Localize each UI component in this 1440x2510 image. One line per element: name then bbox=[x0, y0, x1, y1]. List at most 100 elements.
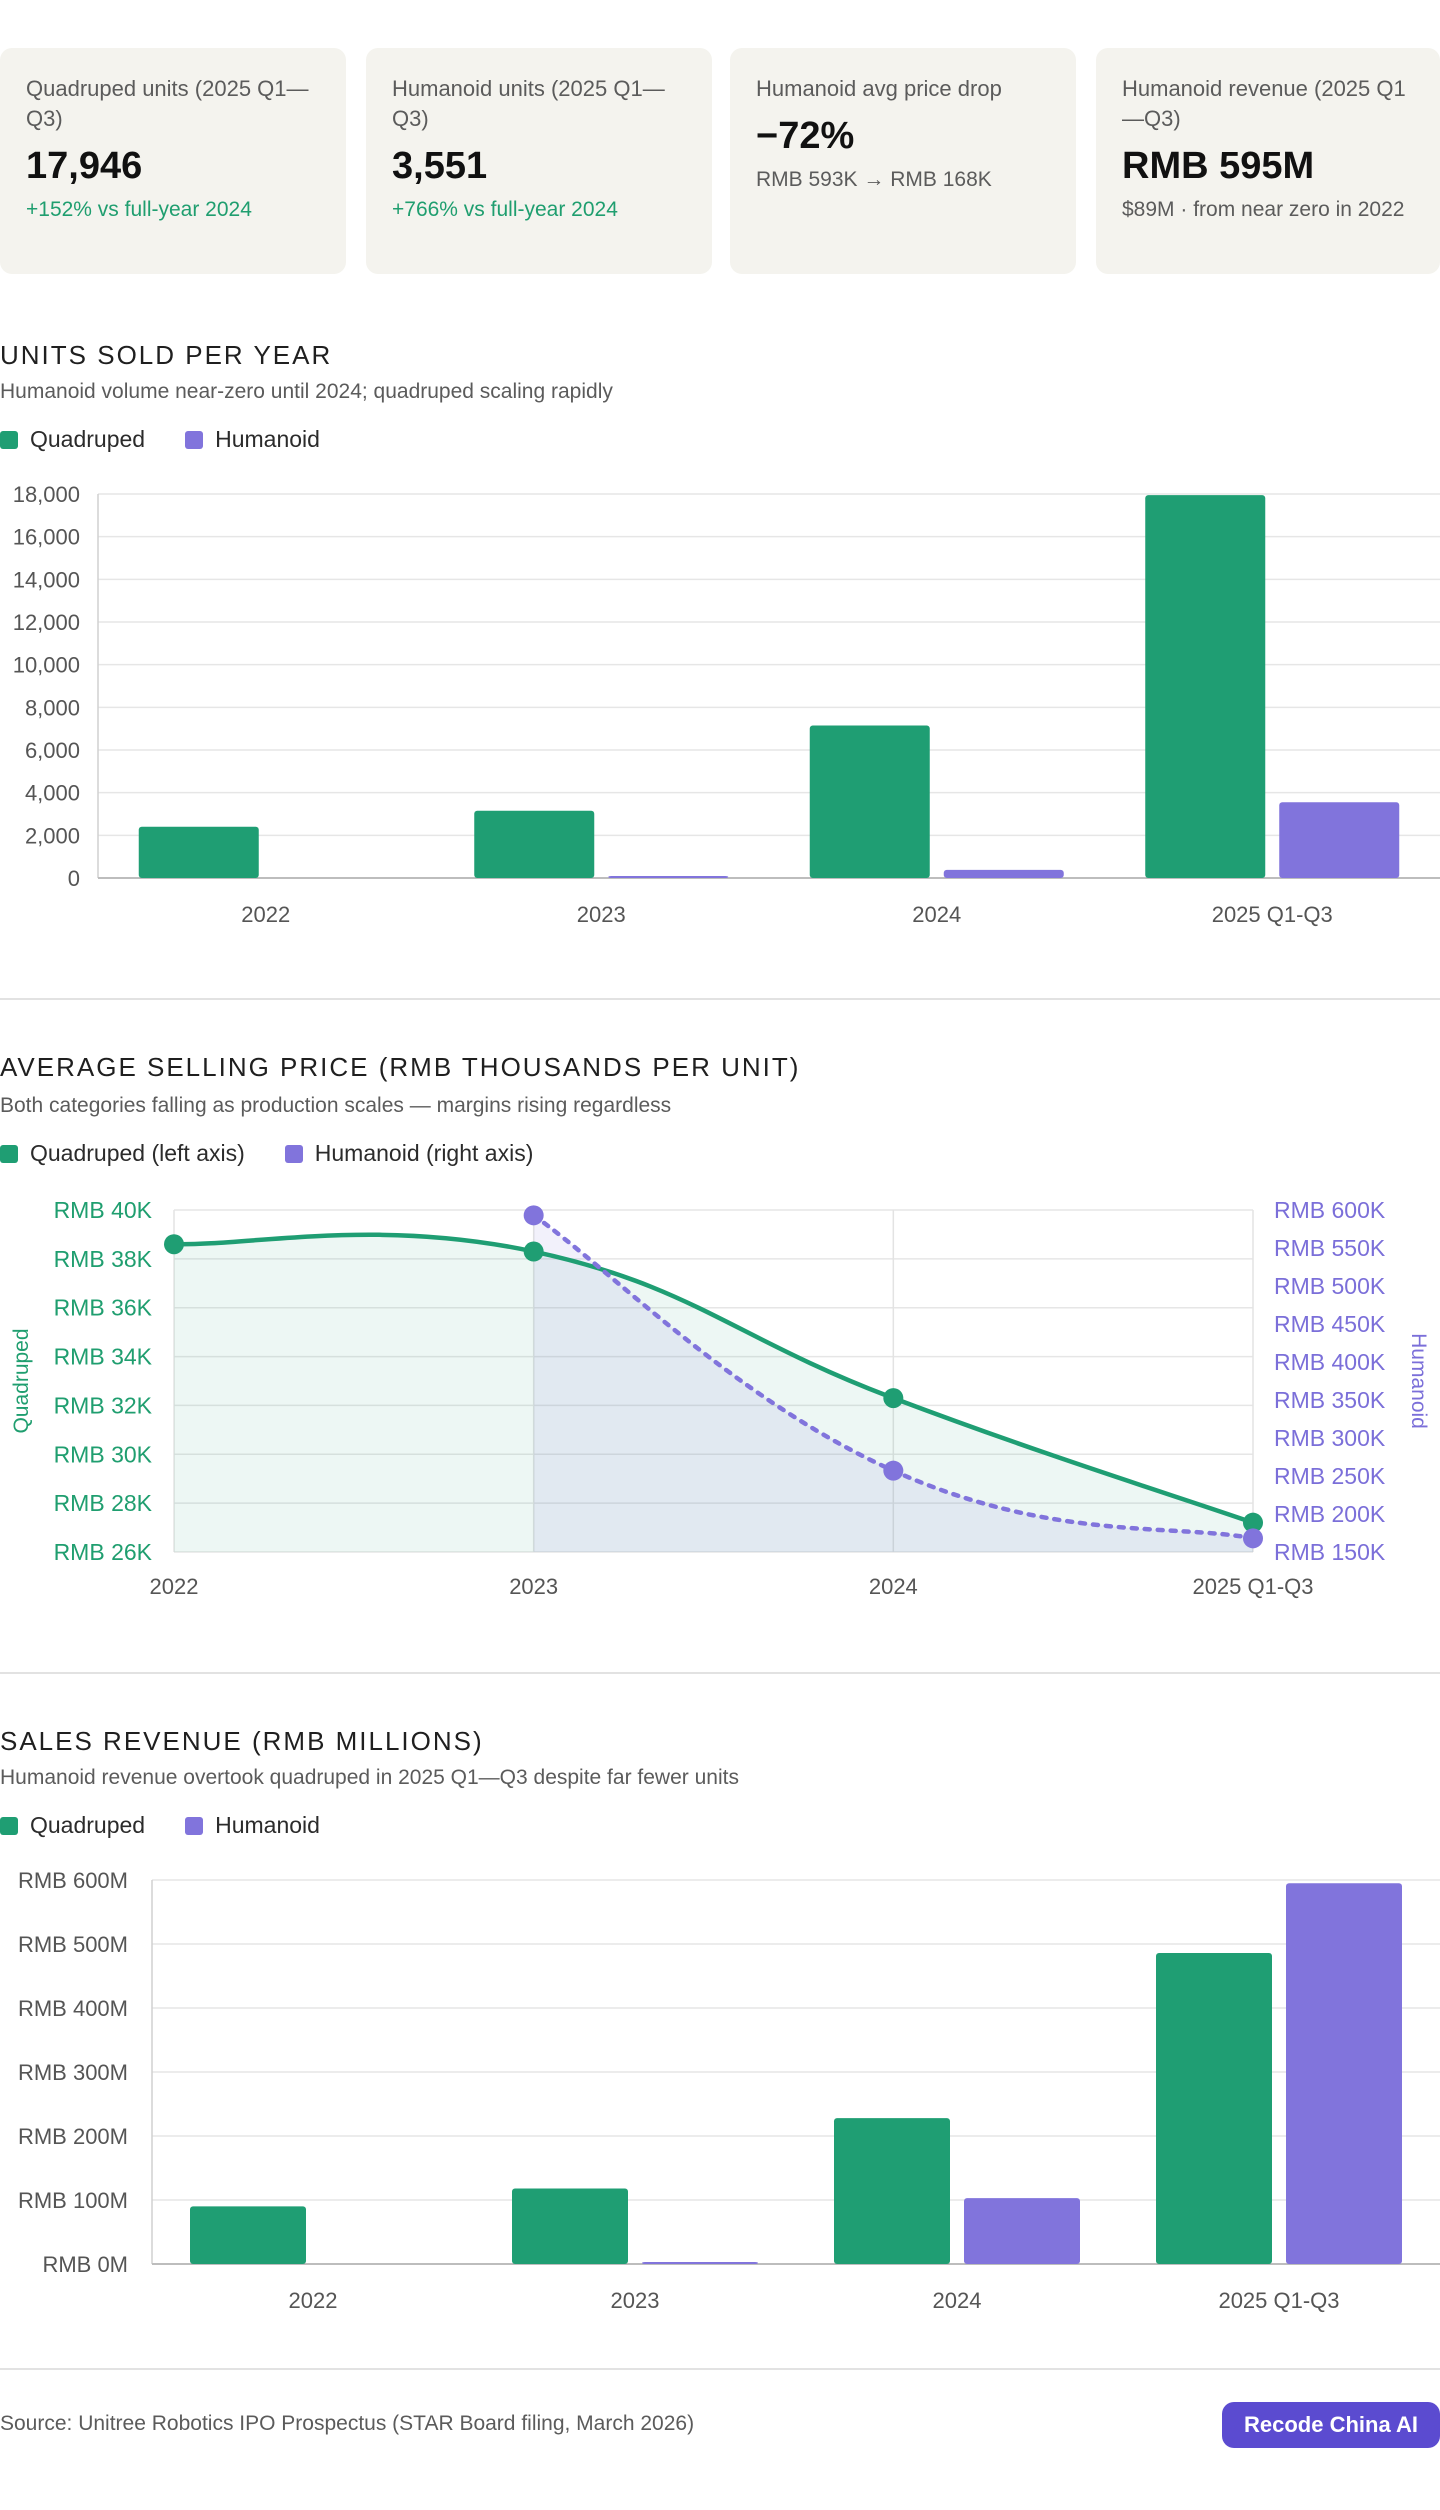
x-tick-label: 2024 bbox=[869, 1574, 918, 1599]
bar-quadruped-2022 bbox=[190, 2206, 306, 2264]
legend-item-quadruped: Quadruped bbox=[0, 1812, 145, 1839]
revenue-legend: Quadruped Humanoid bbox=[0, 1812, 320, 1839]
y-tick-label: 4,000 bbox=[25, 781, 80, 806]
y-tick-label: 18,000 bbox=[13, 482, 80, 507]
legend-label: Quadruped bbox=[30, 1812, 146, 1838]
section-divider bbox=[0, 998, 1440, 1000]
x-tick-label: 2025 Q1-Q3 bbox=[1212, 902, 1333, 927]
y-tick-label-right: RMB 150K bbox=[1274, 1539, 1386, 1565]
revenue-bar-chart: RMB 0M RMB 100M RMB 200M RMB 300M RMB 400M RM… bbox=[18, 1868, 1440, 2313]
brand-badge[interactable]: Recode China AI bbox=[1222, 2402, 1440, 2448]
y-tick-label-left: RMB 40K bbox=[54, 1197, 153, 1223]
kpi-card-quadruped-units: Quadruped units (2025 Q1—Q3) 17,946 +152… bbox=[0, 48, 346, 274]
y-tick-label-right: RMB 550K bbox=[1274, 1235, 1386, 1261]
legend-swatch-quadruped bbox=[0, 1816, 18, 1835]
x-tick-label: 2025 Q1-Q3 bbox=[1192, 1574, 1313, 1599]
kpi-label: Humanoid avg price drop bbox=[756, 76, 1002, 101]
kpi-card-humanoid-price-drop: Humanoid avg price drop −72% RMB 593K → … bbox=[730, 48, 1076, 274]
legend-item-humanoid: Humanoid bbox=[185, 426, 320, 453]
kpi-label: Humanoid revenue (2025 Q1—Q3) bbox=[1122, 76, 1406, 131]
y-tick-label: 10,000 bbox=[13, 653, 80, 678]
y-tick-label: 14,000 bbox=[13, 567, 80, 592]
point-humanoid-2024 bbox=[883, 1460, 904, 1481]
bar-humanoid-2025-q1-q3 bbox=[1279, 802, 1400, 878]
legend-label: Humanoid bbox=[215, 426, 320, 452]
bar-humanoid-2023 bbox=[642, 2262, 758, 2264]
kpi-card-humanoid-revenue: Humanoid revenue (2025 Q1—Q3) RMB 595M $… bbox=[1096, 48, 1440, 274]
x-tick-label: 2022 bbox=[241, 902, 290, 927]
bar-humanoid-2025-q1-q3 bbox=[1286, 1883, 1402, 2264]
legend-swatch-quadruped bbox=[0, 430, 18, 449]
y-tick-label: RMB 0M bbox=[42, 2252, 128, 2277]
y-tick-label-right: RMB 200K bbox=[1274, 1501, 1386, 1527]
legend-item-quadruped: Quadruped bbox=[0, 426, 145, 453]
y-axis-title-left: Quadruped bbox=[10, 1328, 33, 1433]
legend-swatch-humanoid bbox=[284, 1144, 303, 1163]
y-tick-label-right: RMB 450K bbox=[1274, 1311, 1386, 1337]
kpi-cards: Quadruped units (2025 Q1—Q3) 17,946 +152… bbox=[0, 48, 1440, 274]
section-divider bbox=[0, 1672, 1440, 1674]
x-tick-label: 2024 bbox=[912, 902, 961, 927]
y-tick-label-right: RMB 400K bbox=[1274, 1349, 1386, 1375]
y-tick-label-right: RMB 600K bbox=[1274, 1197, 1386, 1223]
revenue-title: SALES REVENUE (RMB MILLIONS) bbox=[0, 1726, 484, 1756]
point-humanoid-2023 bbox=[523, 1205, 544, 1226]
kpi-sub: +766% vs full-year 2024 bbox=[392, 198, 618, 221]
bar-humanoid-2024 bbox=[964, 2198, 1080, 2264]
bar-quadruped-2025-q1-q3 bbox=[1156, 1952, 1272, 2264]
kpi-value: 3,551 bbox=[392, 145, 488, 187]
bar-quadruped-2023 bbox=[512, 2188, 628, 2264]
bar-humanoid-2023 bbox=[608, 876, 729, 878]
legend-label: Quadruped (left axis) bbox=[30, 1140, 245, 1166]
y-tick-label: 0 bbox=[68, 866, 80, 891]
y-tick-label-left: RMB 34K bbox=[54, 1344, 153, 1370]
x-tick-label: 2023 bbox=[611, 2288, 660, 2313]
y-tick-label-left: RMB 30K bbox=[54, 1441, 153, 1467]
units-legend: Quadruped Humanoid bbox=[0, 426, 320, 453]
legend-item-humanoid: Humanoid (right axis) bbox=[284, 1140, 534, 1167]
point-humanoid-2025-q1-q3 bbox=[1243, 1528, 1263, 1549]
kpi-value: −72% bbox=[756, 115, 855, 157]
area-humanoid bbox=[533, 1215, 1253, 1552]
kpi-sub: RMB 593K → RMB 168K bbox=[756, 168, 992, 191]
kpi-value: 17,946 bbox=[26, 145, 143, 187]
kpi-card-humanoid-units: Humanoid units (2025 Q1—Q3) 3,551 +766% … bbox=[366, 48, 712, 274]
source-note: Source: Unitree Robotics IPO Prospectus … bbox=[0, 2412, 695, 2435]
y-tick-label: 16,000 bbox=[13, 525, 80, 550]
y-tick-label-right: RMB 250K bbox=[1274, 1463, 1386, 1489]
x-tick-label: 2022 bbox=[289, 2288, 338, 2313]
legend-label: Humanoid bbox=[215, 1812, 320, 1838]
x-tick-label: 2022 bbox=[150, 1574, 199, 1599]
kpi-sub: +152% vs full-year 2024 bbox=[26, 198, 252, 221]
y-tick-label-left: RMB 38K bbox=[54, 1246, 153, 1272]
units-title: UNITS SOLD PER YEAR bbox=[0, 340, 333, 370]
point-quadruped-2022 bbox=[164, 1234, 184, 1255]
y-tick-label: 6,000 bbox=[25, 738, 80, 763]
y-tick-label: 8,000 bbox=[25, 695, 80, 720]
kpi-sub: $89M · from near zero in 2022 bbox=[1122, 198, 1405, 221]
y-tick-label: RMB 500M bbox=[18, 1932, 128, 1957]
y-tick-label-right: RMB 350K bbox=[1274, 1387, 1386, 1413]
kpi-label: Humanoid units (2025 Q1—Q3) bbox=[392, 76, 665, 131]
y-tick-label-left: RMB 36K bbox=[54, 1295, 153, 1321]
legend-item-humanoid: Humanoid bbox=[185, 1812, 320, 1839]
bar-quadruped-2022 bbox=[138, 826, 259, 878]
bar-quadruped-2024 bbox=[834, 2118, 950, 2264]
legend-swatch-humanoid bbox=[185, 1816, 204, 1835]
section-divider bbox=[0, 2368, 1440, 2370]
y-tick-label: RMB 300M bbox=[18, 2060, 128, 2085]
asp-subtitle: Both categories falling as production sc… bbox=[0, 1094, 672, 1117]
legend-item-quadruped: Quadruped (left axis) bbox=[0, 1140, 245, 1167]
asp-legend: Quadruped (left axis) Humanoid (right ax… bbox=[0, 1140, 533, 1167]
bar-quadruped-2025-q1-q3 bbox=[1145, 495, 1266, 878]
y-tick-label: RMB 200M bbox=[18, 2124, 128, 2149]
legend-label: Humanoid (right axis) bbox=[314, 1140, 534, 1166]
legend-label: Quadruped bbox=[30, 426, 146, 452]
area-quadruped bbox=[174, 1234, 1253, 1552]
y-tick-label: 2,000 bbox=[25, 823, 80, 848]
x-tick-label: 2025 Q1-Q3 bbox=[1218, 2288, 1339, 2313]
kpi-label: Quadruped units (2025 Q1—Q3) bbox=[26, 76, 309, 131]
y-tick-label-right: RMB 500K bbox=[1274, 1273, 1386, 1299]
point-quadruped-2023 bbox=[523, 1241, 544, 1262]
y-axis-title-right: Humanoid bbox=[1407, 1333, 1430, 1429]
